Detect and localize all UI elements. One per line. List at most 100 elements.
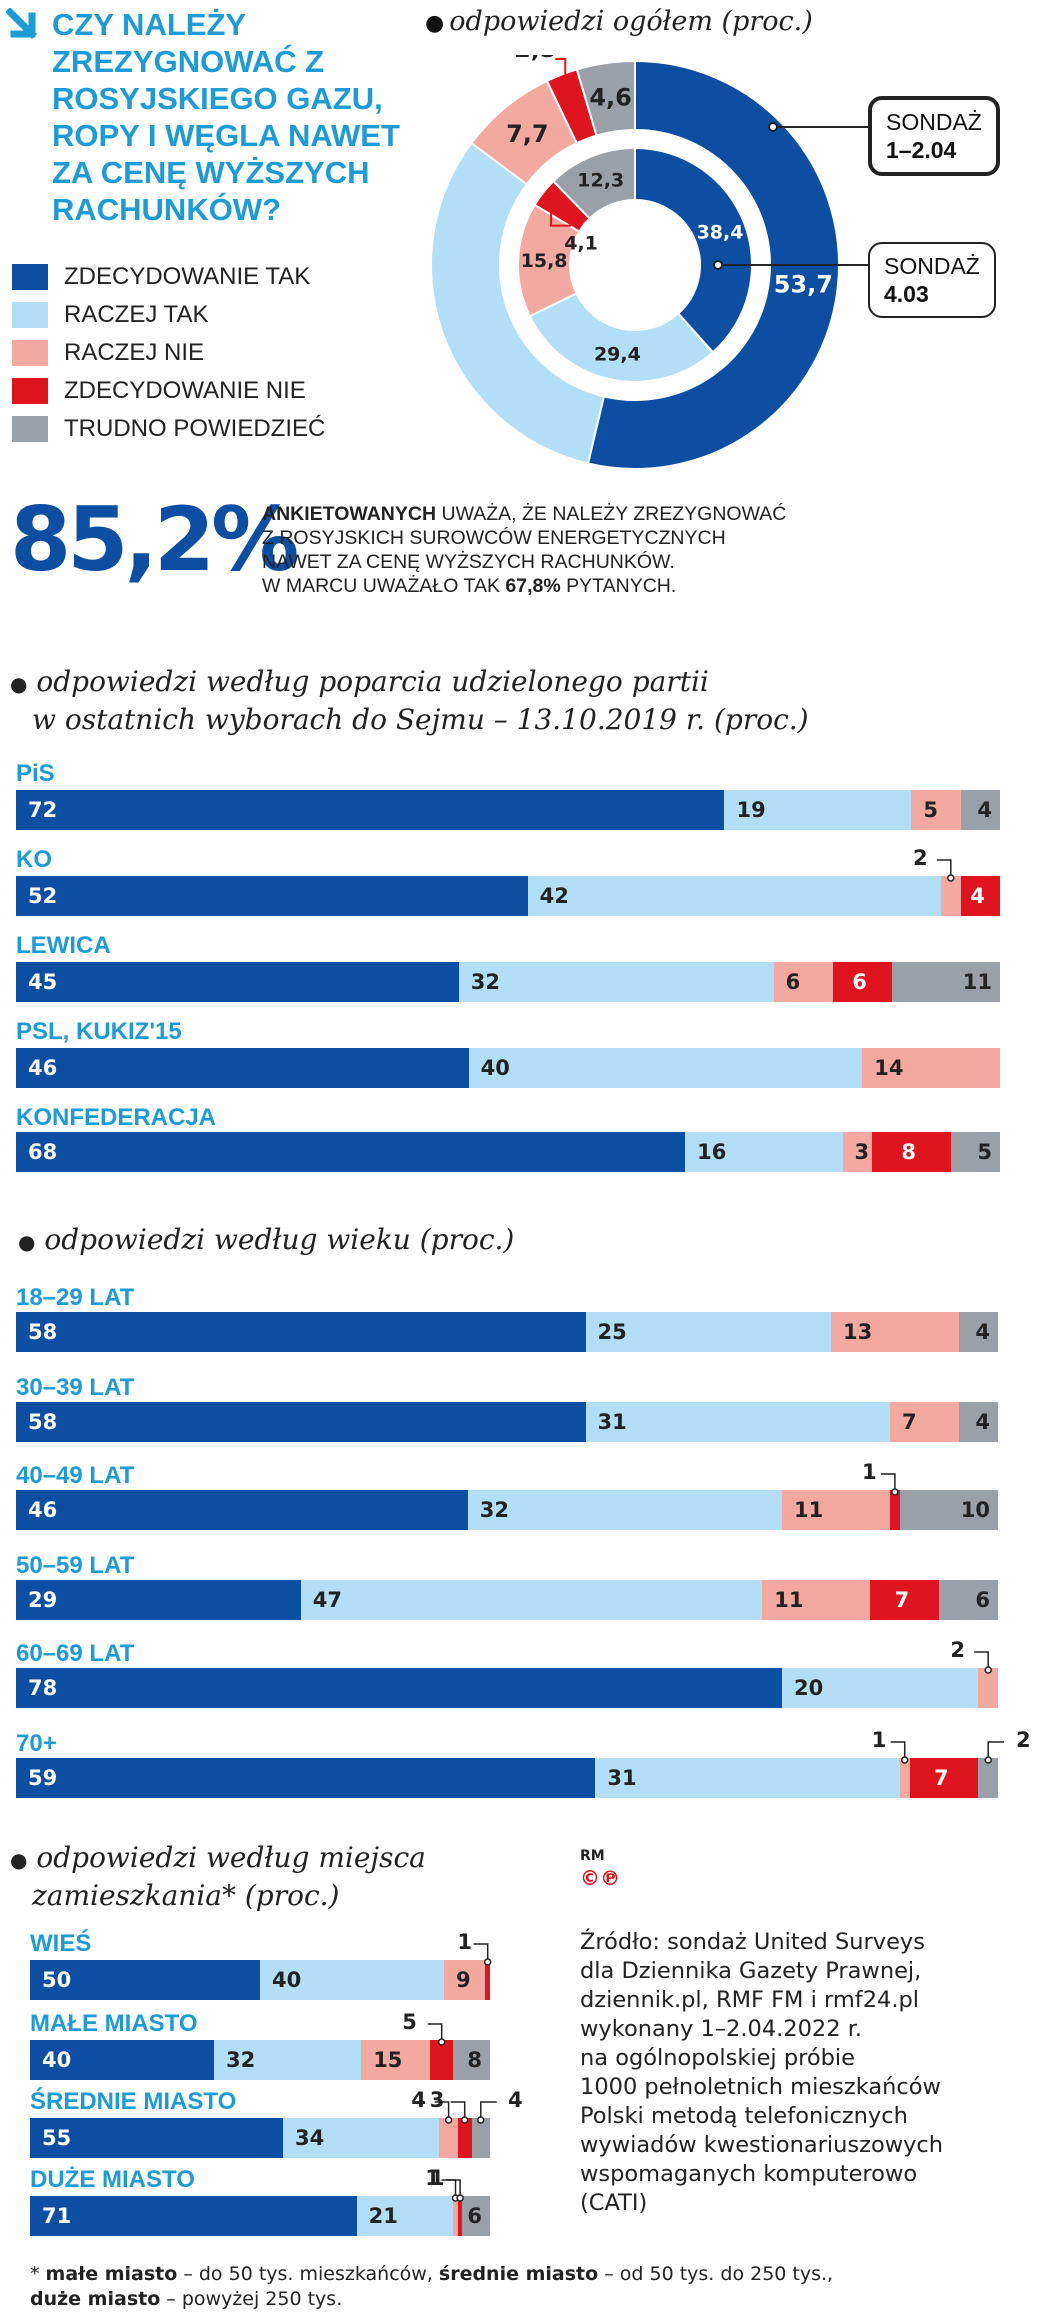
bar-segment: 14 (862, 1048, 1000, 1088)
bar-segment: 1 (872, 1728, 910, 1798)
question-title: CZY NALEŻY ZREZYGNOWAĆ Z ROSYJSKIEGO GAZ… (52, 7, 400, 227)
bar-segment: 8 (872, 1132, 951, 1172)
highlight-text2: Z ROSYJSKICH SUROWCÓW ENERGETYCZNYCH (262, 527, 726, 549)
bar-row-label: KONFEDERACJA (16, 1104, 217, 1131)
bar-segment-value: 58 (28, 1410, 58, 1434)
bar-segment-value: 46 (28, 1056, 58, 1080)
bar-segment-value: 4 (975, 1320, 990, 1344)
donut-callout-line (555, 57, 567, 84)
bar-segment-value: 34 (295, 2126, 325, 2150)
bar-segment-value: 7 (894, 1588, 910, 1612)
bar-callout-line (434, 2101, 450, 2120)
source-note: Źródło: sondaż United Surveys dla Dzienn… (580, 1928, 1040, 2218)
section-title-place: ● odpowiedzi według miejsca zamieszkania… (10, 1841, 426, 1912)
legend-swatch (12, 340, 48, 366)
bar-segment: 4 (960, 876, 1000, 916)
bar-row-label: WIEŚ (30, 1930, 92, 1957)
legend-item: RACZEJ TAK (12, 300, 208, 330)
bar-row-label: DUŻE MIASTO (30, 2166, 195, 2193)
bar-callout-dot (460, 2116, 469, 2124)
footnote-t2: – od 50 tys. do 250 tys., (598, 2263, 834, 2285)
footnote-b3: duże miasto (30, 2288, 161, 2310)
bar-callout-line (974, 1651, 989, 1670)
section-title-party-l2: w ostatnich wyborach do Sejmu – 13.10.20… (32, 703, 809, 736)
bar-segment: 6 (773, 962, 833, 1002)
legend-item: ZDECYDOWANIE TAK (12, 262, 310, 292)
source-l8: wywiadów kwestionariuszowych (580, 2132, 944, 2158)
bar-segment-value: 9 (456, 1968, 471, 1992)
bar-segment: 13 (831, 1312, 959, 1352)
sondaz-inner-box: SONDAŻ 4.03 (868, 242, 996, 318)
bar-segment-value: 5 (402, 2010, 417, 2034)
bar-segment: 6 (939, 1580, 998, 1620)
bar-segment-value: 1 (457, 1930, 473, 1954)
bar-segment: 20 (781, 1668, 979, 1708)
bar-segment-value: 50 (42, 1968, 72, 1992)
bar-segment-value: 1 (429, 2166, 445, 2190)
bar-segment: 2 (950, 1638, 998, 1708)
bar-segment: 11 (891, 962, 1000, 1002)
bar-segment: 6 (462, 2196, 490, 2236)
bar-segment-value: 68 (28, 1140, 58, 1164)
bar-segment: 59 (16, 1758, 596, 1798)
donut-slice-outer (430, 141, 606, 465)
bar-segment: 78 (16, 1668, 782, 1708)
footnote-t3: – powyżej 250 tys. (160, 2288, 343, 2310)
bar-segment-value: 29 (28, 1588, 58, 1612)
bar-segment: 4 (958, 1312, 998, 1352)
legend-label: ZDECYDOWANIE NIE (64, 377, 306, 404)
footnote-star: * (30, 2263, 40, 2285)
bar-segment-value: 5 (977, 1140, 992, 1164)
bar-segment: 2 (913, 846, 961, 916)
bar-segment-value: 5 (923, 798, 939, 822)
stacked-bar: 59 31 1 7 2 (16, 1728, 1031, 1798)
highlight-value: 85,2% (10, 488, 299, 591)
bar-segment: 58 (16, 1402, 586, 1442)
section-title-age-text: odpowiedzi według wieku (proc.) (44, 1223, 515, 1256)
source-l2: dla Dziennika Gazety Prawnej, (580, 1958, 922, 1984)
bar-callout-dot (947, 874, 955, 882)
bar-segment-value: 8 (467, 2048, 482, 2072)
bar-segment-value: 78 (28, 1676, 58, 1700)
bar-segment: 32 (214, 2040, 362, 2080)
legend-item: TRUDNO POWIEDZIEĆ (12, 414, 325, 444)
bar-row-label: 70+ (16, 1730, 57, 1757)
bar-segment-value: 4 (970, 884, 985, 908)
bar-segment: 52 (16, 876, 528, 916)
bar-segment: 7 (889, 1402, 959, 1442)
bar-segment-value: 8 (901, 1140, 917, 1164)
donut-label-outer: 31,5 (426, 474, 485, 475)
source-l6: 1000 pełnoletnich mieszkańców (580, 2074, 941, 2100)
bar-segment-value: 15 (373, 2048, 403, 2072)
footnote: * małe miasto – do 50 tys. mieszkańców, … (30, 2262, 1030, 2312)
bar-callout-dot (483, 1958, 492, 1966)
bar-callout-line (446, 2179, 461, 2198)
donut-slice-inner (528, 292, 715, 383)
bar-segment-value: 16 (697, 1140, 727, 1164)
bar-segment-value: 11 (793, 1498, 824, 1522)
legend-swatch (12, 302, 48, 328)
bar-callout-dot (437, 2038, 446, 2046)
sondaz-outer-box: SONDAŻ 1–2.04 (868, 96, 1000, 176)
bar-segment-value: 6 (975, 1588, 990, 1612)
bar-segment: 50 (30, 1960, 260, 2000)
source-l7: Polski metodą telefonicznych (580, 2103, 908, 2129)
bar-callout-line (480, 2101, 497, 2120)
bar-segment-value: 40 (480, 1056, 510, 1080)
bar-callout-line (473, 1943, 489, 1962)
bar-segment: 1 (430, 2166, 463, 2236)
bar-segment: 4 (471, 2088, 523, 2158)
stacked-bar: 68 16 3 8 5 (16, 1132, 1000, 1172)
highlight-text1: UWAŻA, ŻE NALEŻY ZREZYGNOWAĆ (441, 503, 787, 525)
legend-label: TRUDNO POWIEDZIEĆ (64, 415, 326, 442)
bar-row-label: KO (16, 846, 52, 873)
stacked-bar: 46 40 14 (16, 1048, 1000, 1088)
bar-row-label: MAŁE MIASTO (30, 2010, 198, 2037)
bar-segment-value: 52 (28, 884, 58, 908)
bar-segment: 6 (832, 962, 892, 1002)
bar-row-label: PiS (16, 760, 55, 787)
bar-row-label: 40–49 LAT (16, 1462, 135, 1489)
legend-swatch (12, 378, 48, 404)
sondaz-outer-connector-dot (768, 122, 778, 132)
bar-segment-value: 32 (226, 2048, 256, 2072)
